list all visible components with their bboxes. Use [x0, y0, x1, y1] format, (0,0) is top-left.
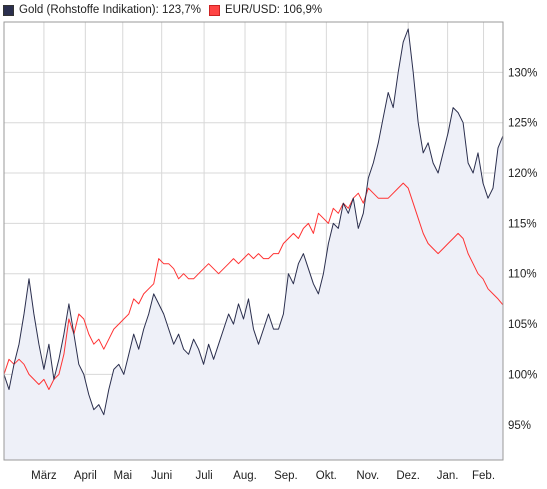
y-tick-label: 120% — [508, 168, 537, 180]
x-tick-label: Nov. — [356, 470, 379, 482]
y-tick-label: 130% — [508, 67, 537, 79]
legend-eurusd-label: EUR/USD: 106,9% — [225, 4, 323, 16]
x-tick-label: März — [31, 470, 57, 482]
y-tick-label: 105% — [508, 319, 537, 331]
chart-legend: Gold (Rohstoffe Indikation): 123,7% EUR/… — [0, 0, 547, 20]
eurusd-swatch-icon — [209, 4, 220, 16]
x-tick-label: Okt. — [316, 470, 337, 482]
y-tick-label: 100% — [508, 369, 537, 381]
x-tick-label: Sep. — [274, 470, 298, 482]
eurusd-series-line — [3, 182, 504, 390]
x-tick-label: Aug. — [233, 470, 257, 482]
x-tick-label: Juli — [195, 470, 212, 482]
x-tick-label: Juni — [151, 470, 172, 482]
x-tick-label: Mai — [113, 470, 132, 482]
legend-item-gold[interactable]: Gold (Rohstoffe Indikation): 123,7% — [3, 3, 201, 17]
y-tick-label: 95% — [508, 420, 531, 432]
plot-frame — [3, 21, 504, 461]
y-tick-label: 125% — [508, 118, 537, 130]
y-tick-label: 110% — [508, 269, 537, 281]
legend-gold-label: Gold (Rohstoffe Indikation): 123,7% — [19, 4, 201, 16]
gold-area-fill — [4, 29, 503, 460]
gold-series-line — [3, 28, 504, 416]
legend-item-eurusd[interactable]: EUR/USD: 106,9% — [209, 3, 322, 17]
x-tick-label: Jan. — [437, 470, 459, 482]
x-tick-label: April — [74, 470, 97, 482]
x-tick-label: Feb. — [472, 470, 495, 482]
gold-swatch-icon — [3, 4, 14, 16]
y-tick-label: 115% — [508, 218, 537, 230]
x-tick-label: Dez. — [396, 470, 420, 482]
